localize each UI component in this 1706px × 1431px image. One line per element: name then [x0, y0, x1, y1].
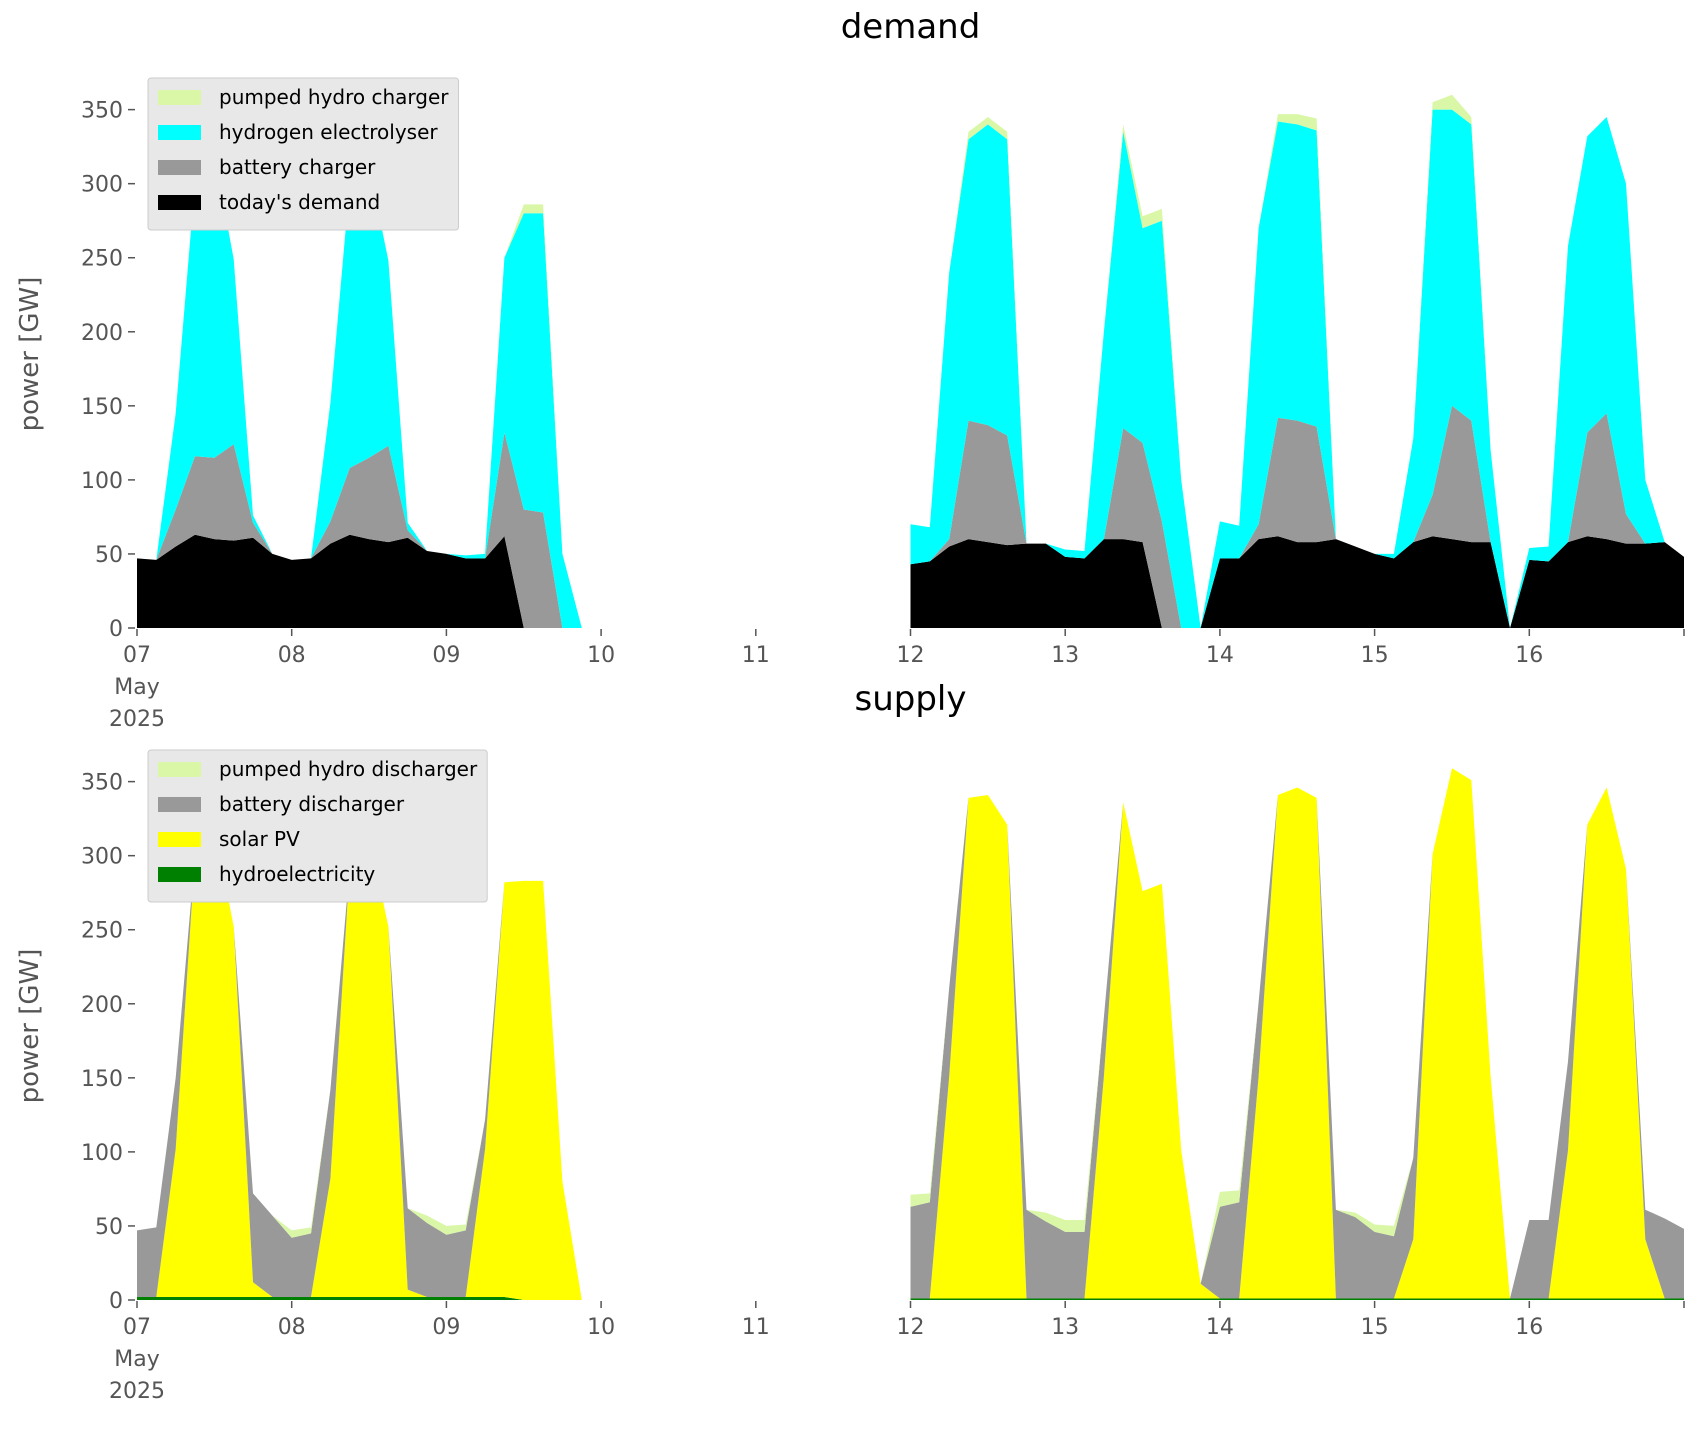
x-tick-label: 14 — [1206, 1315, 1234, 1340]
legend-label: battery charger — [219, 155, 376, 179]
x-tick-label: 16 — [1515, 1315, 1543, 1340]
legend-label: solar PV — [219, 827, 300, 851]
y-axis-label: power [GW] — [15, 949, 45, 1104]
legend-swatch — [158, 797, 201, 812]
y-tick-label: 300 — [81, 845, 123, 870]
y-tick-label: 350 — [81, 99, 123, 124]
legend-label: hydroelectricity — [219, 862, 375, 886]
x-tick-label: 16 — [1515, 643, 1543, 668]
legend-swatch — [158, 762, 201, 777]
x-tick-label: 13 — [1051, 1315, 1079, 1340]
y-tick-label: 0 — [109, 617, 123, 642]
y-tick-label: 100 — [81, 469, 123, 494]
x-tick-label: 07 May 2025 — [109, 643, 165, 732]
x-tick-label: 15 — [1361, 1315, 1389, 1340]
legend-swatch — [158, 160, 201, 175]
legend-label: pumped hydro charger — [219, 85, 449, 109]
y-tick-label: 250 — [81, 919, 123, 944]
x-tick-label: 14 — [1206, 643, 1234, 668]
y-tick-label: 300 — [81, 173, 123, 198]
legend-swatch — [158, 125, 201, 140]
legend-label: today's demand — [219, 190, 380, 214]
x-tick-label: 09 — [432, 1315, 460, 1340]
x-tick-label: 12 — [897, 643, 925, 668]
y-tick-label: 0 — [109, 1289, 123, 1314]
legend-swatch — [158, 867, 201, 882]
x-tick-label: 11 — [742, 643, 770, 668]
y-tick-label: 50 — [95, 1215, 123, 1240]
x-tick-label: 07 May 2025 — [109, 1315, 165, 1404]
x-tick-label: 09 — [432, 643, 460, 668]
legend-label: pumped hydro discharger — [219, 757, 478, 781]
chart-title: demand — [841, 7, 981, 47]
area — [137, 109, 1684, 629]
y-tick-label: 200 — [81, 321, 123, 346]
legend-swatch — [158, 195, 201, 210]
area — [137, 768, 1684, 1300]
x-tick-label: 10 — [587, 1315, 615, 1340]
legend: pumped hydro discharger battery discharge… — [147, 749, 488, 903]
area — [137, 405, 1684, 628]
y-tick-label: 50 — [95, 543, 123, 568]
legend-label: battery discharger — [219, 792, 405, 816]
subplot: demand power [GW] 0 50 100 150 200 250 300 350 07 M… — [15, 7, 1685, 732]
y-tick-label: 100 — [81, 1141, 123, 1166]
y-axis-label: power [GW] — [15, 277, 45, 432]
area — [137, 768, 1684, 1300]
legend-swatch — [158, 832, 201, 847]
legend-swatch — [158, 90, 201, 105]
x-tick-label: 15 — [1361, 643, 1389, 668]
x-tick-label: 11 — [742, 1315, 770, 1340]
y-tick-label: 350 — [81, 771, 123, 796]
x-tick-label: 13 — [1051, 643, 1079, 668]
legend: pumped hydro charger hydrogen electrolyse… — [147, 77, 460, 231]
x-tick-label: 08 — [278, 1315, 306, 1340]
subplot: supply power [GW] 0 50 100 150 200 250 300 350 07 M… — [15, 679, 1685, 1404]
x-tick-label: 12 — [897, 1315, 925, 1340]
y-tick-label: 150 — [81, 1067, 123, 1092]
x-tick-label: 10 — [587, 643, 615, 668]
y-tick-label: 250 — [81, 247, 123, 272]
legend-label: hydrogen electrolyser — [219, 120, 438, 144]
area — [137, 534, 1684, 628]
legend-box — [147, 749, 488, 903]
x-tick-label: 08 — [278, 643, 306, 668]
chart-title: supply — [855, 679, 967, 719]
y-tick-label: 200 — [81, 993, 123, 1018]
legend-box — [147, 77, 460, 231]
y-tick-label: 150 — [81, 395, 123, 420]
